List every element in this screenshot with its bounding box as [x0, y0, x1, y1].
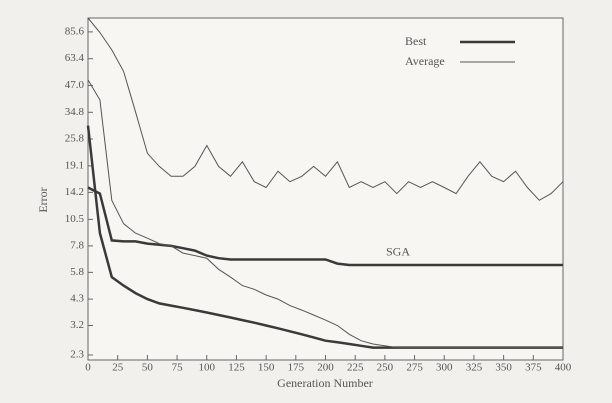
y-tick-label: 34.8 — [65, 106, 85, 118]
y-tick-label: 63.4 — [65, 52, 85, 64]
x-tick-label: 325 — [466, 362, 483, 374]
x-tick-label: 250 — [377, 362, 394, 374]
x-tick-label: 75 — [172, 362, 184, 374]
x-axis-label: Generation Number — [277, 376, 373, 390]
y-tick-label: 10.5 — [65, 213, 85, 225]
legend-label: Best — [405, 34, 427, 48]
y-tick-label: 7.8 — [70, 239, 84, 251]
x-tick-label: 300 — [436, 362, 453, 374]
x-tick-label: 375 — [525, 362, 542, 374]
x-tick-label: 225 — [347, 362, 364, 374]
y-tick-label: 47.0 — [65, 79, 85, 91]
series-line — [87, 79, 563, 349]
x-tick-label: 150 — [258, 362, 275, 374]
x-tick-label: 25 — [112, 362, 124, 374]
y-tick-label: 4.3 — [70, 293, 84, 305]
x-tick-label: 125 — [228, 362, 245, 374]
x-tick-label: 50 — [142, 362, 154, 374]
y-tick-label: 85.6 — [65, 25, 85, 37]
y-axis-label: Error — [36, 187, 50, 212]
y-tick-label: 14.2 — [65, 186, 84, 198]
y-tick-label: 3.2 — [70, 319, 84, 331]
x-tick-label: 175 — [288, 362, 305, 374]
series-line — [87, 17, 564, 201]
x-tick-label: 100 — [199, 362, 216, 374]
x-tick-label: 275 — [406, 362, 423, 374]
annotation: SGA — [386, 245, 410, 259]
y-tick-label: 5.8 — [70, 266, 84, 278]
y-tick-label: 2.3 — [70, 349, 84, 361]
plot-frame — [87, 17, 564, 361]
x-tick-label: 400 — [555, 362, 572, 374]
y-tick-label: 19.1 — [65, 159, 84, 171]
legend-label: Average — [405, 54, 445, 68]
x-tick-label: 200 — [317, 362, 334, 374]
x-tick-label: 0 — [85, 362, 91, 374]
x-tick-label: 350 — [495, 362, 512, 374]
y-tick-label: 25.8 — [65, 133, 85, 145]
